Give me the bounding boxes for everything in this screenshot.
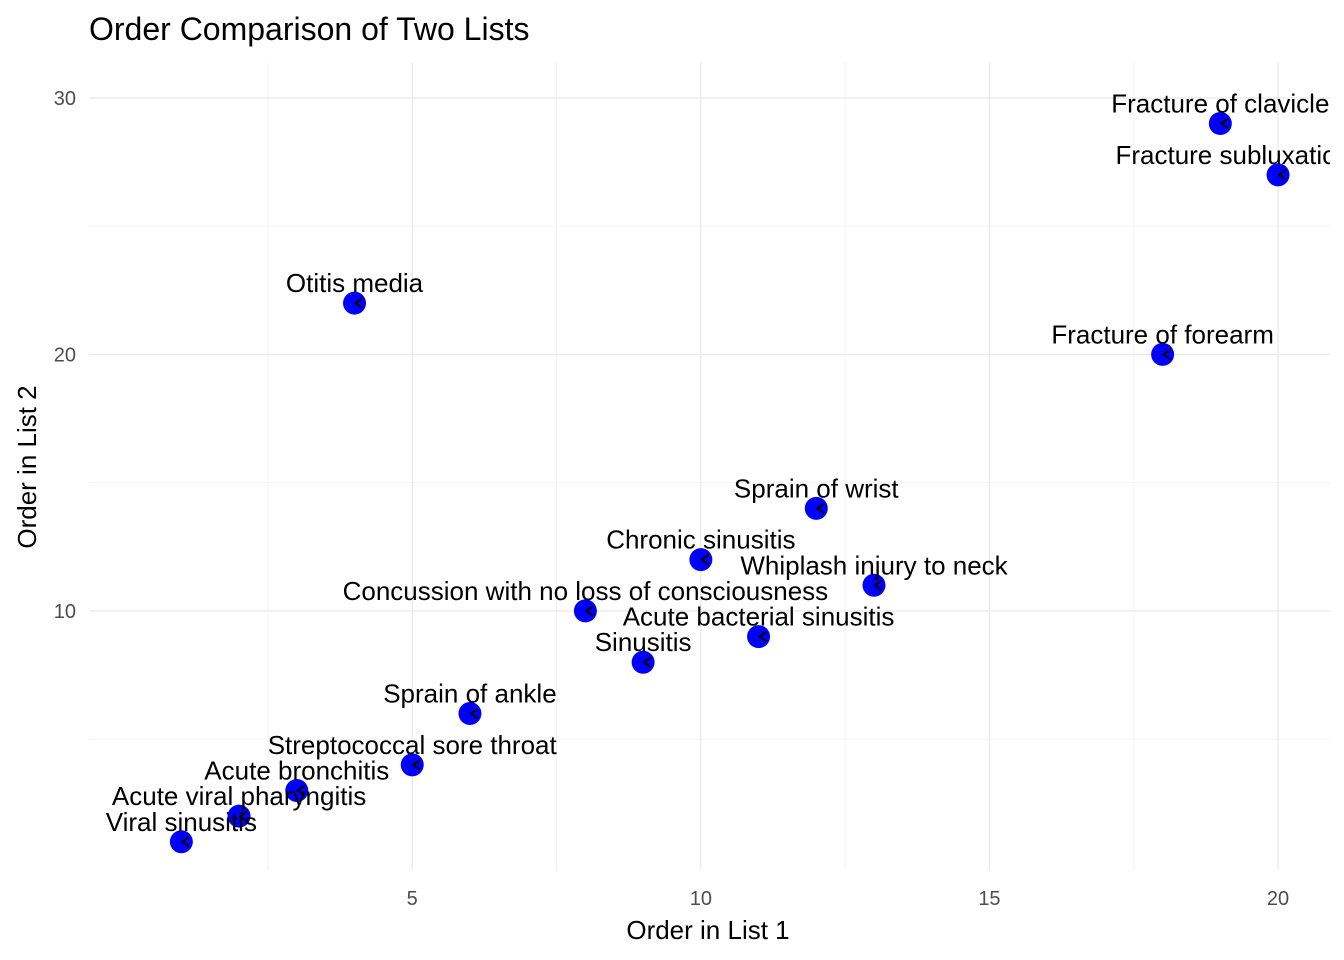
point-marker: [642, 656, 652, 669]
point-marker: [238, 810, 248, 822]
point-marker: [1277, 169, 1287, 181]
y-axis-label: Order in List 2: [12, 385, 42, 548]
point-marker: [873, 579, 883, 592]
point-marker: [1161, 348, 1172, 361]
point-marker: [700, 553, 710, 566]
grid-lines: [89, 62, 1330, 870]
point-label: Chronic sinusitis: [606, 525, 795, 555]
x-tick-label: 5: [407, 888, 418, 910]
point-label: Fracture of forearm: [1051, 319, 1274, 349]
point-label: Sprain of ankle: [383, 679, 556, 709]
point-label: Sinusitis: [595, 627, 692, 657]
point-marker: [296, 784, 306, 797]
data-points: [169, 112, 1290, 854]
point-label: Fracture subluxation of wrist: [1115, 140, 1344, 170]
y-tick-label: 20: [54, 344, 76, 366]
y-tick-label: 10: [54, 601, 76, 623]
x-tick-label: 10: [690, 888, 712, 910]
chart-title: Order Comparison of Two Lists: [89, 11, 529, 47]
point-label: Sprain of wrist: [734, 473, 899, 503]
point-label: Fracture of clavicle: [1111, 89, 1329, 119]
point-label: Acute bronchitis: [204, 755, 389, 785]
point-marker: [815, 502, 825, 515]
axis-ticks: 5 10 15 20 10 20 30: [54, 88, 1289, 910]
point-marker: [584, 605, 594, 617]
point-label: Whiplash injury to neck: [740, 550, 1008, 580]
point-label: Viral sinusitis: [106, 807, 257, 837]
point-marker: [180, 835, 190, 848]
x-tick-label: 15: [978, 888, 1000, 910]
point-label: Concussion with no loss of consciousness: [343, 576, 829, 606]
x-axis-label: Order in List 1: [626, 915, 789, 945]
point-marker: [469, 707, 479, 720]
y-tick-label: 30: [54, 88, 76, 110]
point-marker: [757, 630, 768, 643]
point-label: Acute viral pharyngitis: [112, 781, 366, 811]
point-marker: [411, 759, 421, 771]
point-label: Otitis media: [286, 268, 424, 298]
point-marker: [1219, 117, 1229, 130]
x-tick-label: 20: [1267, 888, 1289, 910]
point-label: Streptococcal sore throat: [268, 730, 558, 760]
point-marker: [353, 297, 364, 309]
point-label: Acute bacterial sinusitis: [623, 602, 895, 632]
